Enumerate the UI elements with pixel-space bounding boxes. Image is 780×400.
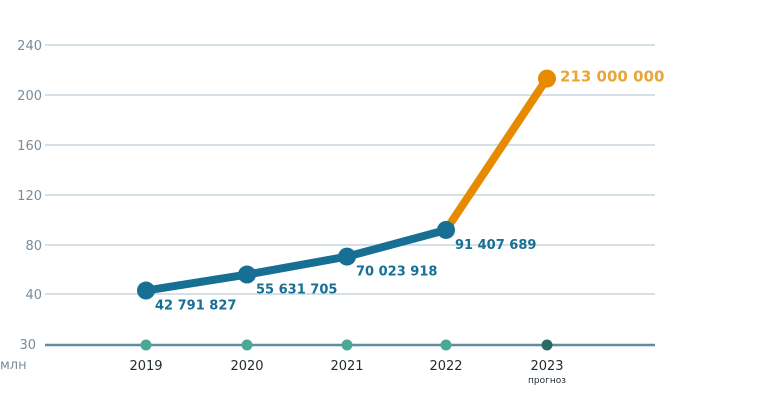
data-point [238,265,256,284]
forecast-data-label: 213 000 000 [560,68,664,86]
data-label: 42 791 827 [155,299,236,314]
x-tick-label: 2020 [230,359,263,374]
x-axis-dot [341,339,353,351]
series-layer [137,69,556,300]
x-tick-label: 2021 [330,359,363,374]
x-axis-dot [541,339,553,351]
forecast-note: прогноз [528,376,566,386]
y-tick-label: 200 [17,89,42,104]
x-tick-label: 2022 [429,359,462,374]
data-label: 70 023 918 [356,265,437,280]
grid-lines [45,44,655,347]
x-tick-label: 2019 [129,359,162,374]
forecast-series-line [442,74,551,234]
y-tick-label: 160 [17,139,42,154]
y-tick-labels: 240 200 160 120 80 40 30 млн [0,39,42,373]
data-point [338,247,356,266]
y-tick-label: 40 [25,288,42,303]
data-point [137,281,155,300]
y-tick-label: 240 [17,39,42,54]
data-point [437,220,455,239]
x-tick-label: 2023 [530,359,563,374]
forecast-point [538,69,556,88]
data-label: 55 631 705 [256,283,337,298]
data-label: 91 407 689 [455,238,536,253]
y-tick-label: 80 [25,239,42,254]
y-tick-label: 30 [19,338,36,353]
x-axis-dot [440,339,452,351]
data-labels: 42 791 827 55 631 705 70 023 918 91 407 689… [155,68,664,314]
x-tick-labels: 2019 2020 2021 2022 2023 прогноз [129,359,566,386]
y-axis-unit-label: млн [0,358,27,373]
actual-series-line [142,225,450,295]
y-tick-label: 120 [17,189,42,204]
x-axis-dots [140,339,553,351]
x-axis-dot [241,339,253,351]
x-axis-dot [140,339,152,351]
